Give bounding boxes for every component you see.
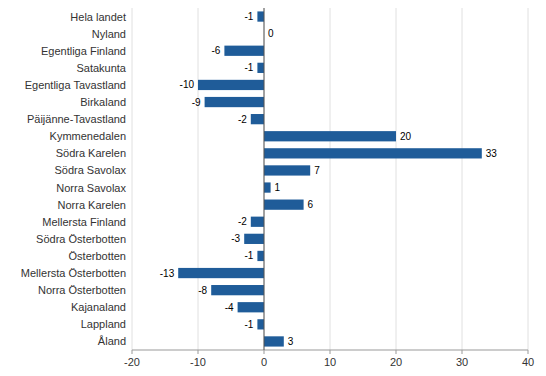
tick-label: 0 (261, 356, 267, 368)
category-label: Egentliga Finland (41, 45, 126, 57)
bar (224, 46, 264, 56)
bar (257, 251, 264, 261)
grid-line (330, 8, 331, 350)
category-label: Kymmenedalen (50, 130, 126, 142)
chart-svg: -20-10010203040Hela landetNylandEgentlig… (0, 0, 546, 376)
data-label: -2 (238, 114, 247, 125)
grid (132, 8, 528, 350)
bar (264, 131, 396, 141)
data-label: 20 (400, 131, 412, 142)
data-label: -1 (244, 62, 253, 73)
tick-mark (462, 350, 463, 354)
grid-line (396, 8, 397, 350)
data-label: 6 (308, 199, 314, 210)
tick-label: 30 (456, 356, 468, 368)
category-label: Päijänne-Tavastland (27, 113, 126, 125)
bar (264, 148, 482, 158)
category-label: Kajanaland (71, 301, 126, 313)
category-label: Norra Österbotten (38, 284, 126, 296)
tick-label: -10 (190, 356, 206, 368)
tick-mark (198, 350, 199, 354)
bar (244, 234, 264, 244)
category-label: Åland (98, 335, 126, 347)
bar (257, 11, 264, 21)
data-label: -8 (198, 285, 207, 296)
category-label: Österbotten (69, 250, 126, 262)
bar (257, 63, 264, 73)
tick-mark (330, 350, 331, 354)
tick-mark (132, 350, 133, 354)
x-axis: -20 -10 0 10 20 30 40 (124, 350, 534, 368)
tick-mark (396, 350, 397, 354)
category-label: Södra Österbotten (36, 233, 126, 245)
tick-label: 20 (390, 356, 402, 368)
bar (257, 319, 264, 329)
data-label: -2 (238, 216, 247, 227)
category-label: Hela landet (70, 11, 126, 23)
data-label: 7 (314, 165, 320, 176)
category-label: Lappland (81, 318, 126, 330)
data-label: 0 (268, 28, 274, 39)
category-label: Birkaland (80, 96, 126, 108)
category-label: Södra Savolax (54, 164, 126, 176)
grid-line (198, 8, 199, 350)
category-label: Nyland (92, 28, 126, 40)
bar (238, 302, 264, 312)
grid-line (462, 8, 463, 350)
data-label: 1 (275, 182, 281, 193)
category-label: Egentliga Tavastland (25, 79, 126, 91)
bar (264, 200, 304, 210)
category-label: Södra Karelen (56, 147, 126, 159)
category-label: Norra Savolax (56, 182, 126, 194)
data-label: 33 (486, 148, 498, 159)
bar (198, 80, 264, 90)
data-label: -1 (244, 319, 253, 330)
zero-line (264, 8, 265, 350)
data-label: 3 (288, 336, 294, 347)
category-label: Mellersta Österbotten (21, 267, 126, 279)
bar (178, 268, 264, 278)
category-label: Satakunta (76, 62, 126, 74)
bars (178, 11, 482, 346)
x-axis-line (132, 350, 528, 351)
data-label: -1 (244, 250, 253, 261)
tick-label: -20 (124, 356, 140, 368)
tick-mark (264, 350, 265, 354)
bar (264, 165, 310, 175)
tick-label: 40 (522, 356, 534, 368)
data-label: -1 (244, 11, 253, 22)
bar (264, 182, 271, 192)
data-label: -6 (211, 45, 220, 56)
grid-line (528, 8, 529, 350)
chart-container: -20-10010203040Hela landetNylandEgentlig… (0, 0, 546, 376)
bar (251, 114, 264, 124)
data-labels: -10-6-1-10-9-22033716-2-3-1-13-8-4-13 (160, 11, 498, 347)
grid-line (264, 8, 265, 350)
data-label: -13 (160, 268, 175, 279)
data-label: -9 (192, 97, 201, 108)
bar (211, 285, 264, 295)
category-label: Norra Karelen (58, 199, 126, 211)
bar (205, 97, 264, 107)
grid-line (132, 8, 133, 350)
data-label: -3 (231, 233, 240, 244)
y-axis: Hela landet Nyland Egentliga Finland Sataku… (21, 11, 127, 348)
data-label: -4 (225, 302, 234, 313)
data-label: -10 (180, 79, 195, 90)
category-label: Mellersta Finland (42, 216, 126, 228)
tick-mark (528, 350, 529, 354)
tick-label: 10 (324, 356, 336, 368)
bar (251, 217, 264, 227)
bar (264, 336, 284, 346)
